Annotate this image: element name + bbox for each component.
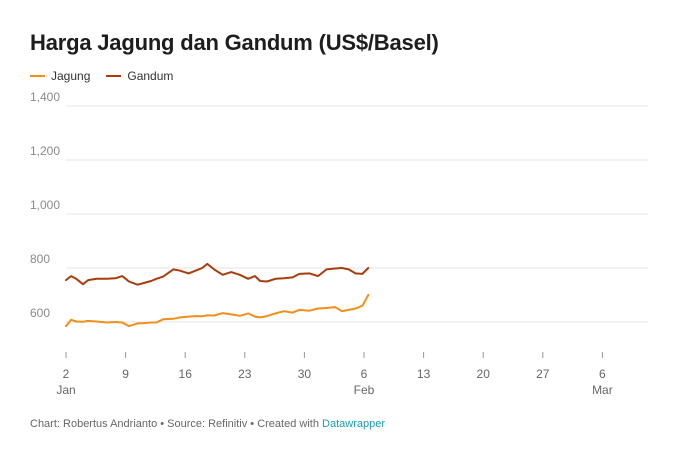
x-tick-label: 23	[238, 367, 252, 381]
x-tick-label: 6	[361, 367, 368, 381]
legend-item-gandum: Gandum	[106, 69, 173, 83]
legend-item-jagung: Jagung	[30, 69, 90, 83]
x-tick-label: 20	[477, 367, 491, 381]
y-tick-label: 600	[30, 306, 50, 320]
legend-swatch-jagung	[30, 75, 45, 77]
x-tick-label: 13	[417, 367, 431, 381]
y-tick-label: 1,400	[30, 90, 60, 104]
y-tick-label: 1,200	[30, 144, 60, 158]
x-tick-sublabel: Feb	[354, 383, 375, 397]
x-tick-sublabel: Mar	[592, 383, 613, 397]
x-tick-label: 6	[599, 367, 606, 381]
x-tick-sublabel: Jan	[56, 383, 75, 397]
legend: Jagung Gandum	[30, 69, 173, 83]
series-line-jagung	[65, 294, 370, 328]
x-tick-label: 9	[122, 367, 129, 381]
chart-title: Harga Jagung dan Gandum (US$/Basel)	[30, 30, 439, 55]
y-tick-label: 800	[30, 252, 50, 266]
legend-swatch-gandum	[106, 75, 122, 77]
footer: Chart: Robertus Andrianto • Source: Refi…	[30, 418, 385, 430]
legend-label-gandum: Gandum	[127, 69, 174, 83]
footer-credit: Chart: Robertus Andrianto • Source: Refi…	[30, 418, 323, 430]
legend-label-jagung: Jagung	[51, 69, 91, 83]
x-tick-label: 27	[536, 367, 550, 381]
x-tick-label: 2	[63, 367, 70, 381]
x-tick-label: 30	[298, 367, 312, 381]
datawrapper-link[interactable]: Datawrapper	[322, 418, 385, 430]
x-tick-label: 16	[179, 367, 193, 381]
series-line-gandum	[65, 262, 370, 286]
y-tick-label: 1,000	[30, 198, 60, 212]
